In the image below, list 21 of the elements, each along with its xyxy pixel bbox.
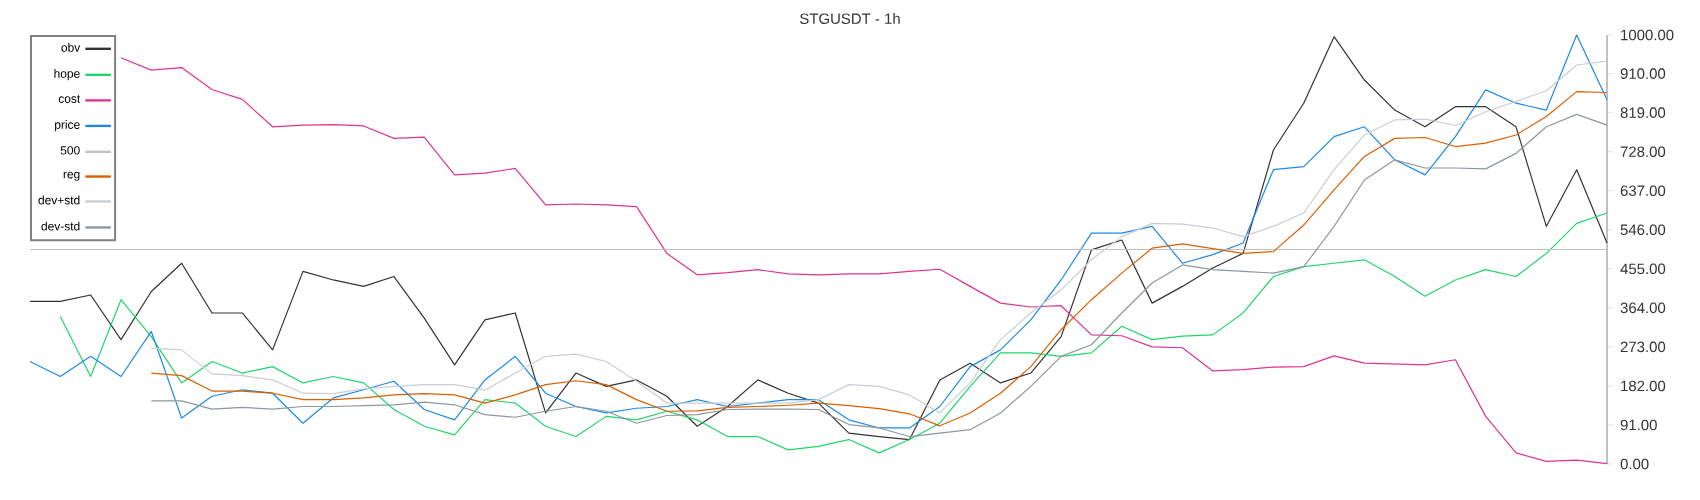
legend-label: dev+std: [38, 195, 80, 205]
y-tick-label: 364.00: [1620, 302, 1666, 314]
y-tick-label: 91.00: [1620, 419, 1657, 431]
y-tick-label: 910.00: [1620, 68, 1666, 79]
y-tick-label: 546.00: [1620, 224, 1666, 236]
legend-label: price: [55, 120, 80, 132]
legend-label: reg: [63, 171, 80, 181]
y-tick-label: 455.00: [1620, 263, 1666, 275]
y-tick-label: 728.00: [1620, 146, 1666, 157]
y-tick-label: 637.00: [1620, 185, 1666, 197]
y-tick-label: 0.00: [1620, 458, 1649, 470]
legend-label: 500: [60, 146, 80, 155]
y-tick-label: 182.00: [1621, 380, 1666, 392]
chart-title: STGUSDT - 1h: [800, 13, 900, 25]
y-tick-label: 1000.00: [1621, 29, 1674, 41]
y-tick-label: 273.00: [1620, 341, 1666, 353]
y-tick-label: 819.00: [1620, 107, 1666, 118]
legend-label: obv: [61, 42, 81, 52]
legend-label: cost: [58, 95, 81, 103]
legend-label: hope: [54, 68, 80, 81]
legend-label: dev-std: [41, 221, 80, 231]
